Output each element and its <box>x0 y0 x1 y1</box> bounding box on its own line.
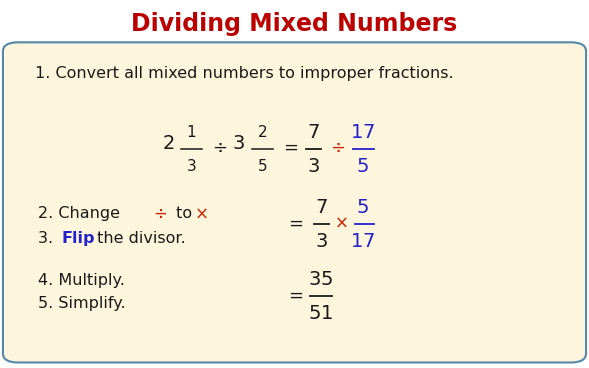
Text: $3$: $3$ <box>186 158 197 174</box>
Text: $2$: $2$ <box>257 124 267 141</box>
Text: $17$: $17$ <box>350 232 375 251</box>
Text: $1$: $1$ <box>186 124 197 141</box>
Text: $3$: $3$ <box>307 157 320 176</box>
Text: $=$: $=$ <box>285 286 304 303</box>
Text: $5$: $5$ <box>257 158 267 174</box>
Text: the divisor.: the divisor. <box>92 231 186 246</box>
Text: Dividing Mixed Numbers: Dividing Mixed Numbers <box>131 12 458 36</box>
Text: $51$: $51$ <box>309 304 333 323</box>
Text: $3$: $3$ <box>315 232 327 251</box>
Text: $\times$: $\times$ <box>333 214 348 231</box>
Text: $=$: $=$ <box>280 138 299 156</box>
Text: 2. Change: 2. Change <box>38 206 125 221</box>
Text: 5. Simplify.: 5. Simplify. <box>38 296 126 311</box>
Text: 3.: 3. <box>38 231 58 246</box>
Text: Flip: Flip <box>62 231 95 246</box>
Text: $7$: $7$ <box>307 123 320 142</box>
Text: $3$: $3$ <box>232 134 245 153</box>
Text: $17$: $17$ <box>350 123 375 142</box>
Text: $5$: $5$ <box>356 157 369 176</box>
Text: $7$: $7$ <box>315 198 327 217</box>
Text: to: to <box>171 206 197 221</box>
Text: $5$: $5$ <box>356 198 369 217</box>
FancyBboxPatch shape <box>3 42 586 362</box>
Text: $2$: $2$ <box>161 134 174 153</box>
Text: $35$: $35$ <box>309 270 333 289</box>
Text: 1. Convert all mixed numbers to improper fractions.: 1. Convert all mixed numbers to improper… <box>35 66 454 81</box>
Text: $\div$: $\div$ <box>153 205 167 222</box>
Text: $=$: $=$ <box>285 214 304 231</box>
Text: $\times$: $\times$ <box>194 205 208 222</box>
Text: $\div$: $\div$ <box>211 138 227 156</box>
Text: $\div$: $\div$ <box>330 138 345 156</box>
Text: 4. Multiply.: 4. Multiply. <box>38 273 125 288</box>
